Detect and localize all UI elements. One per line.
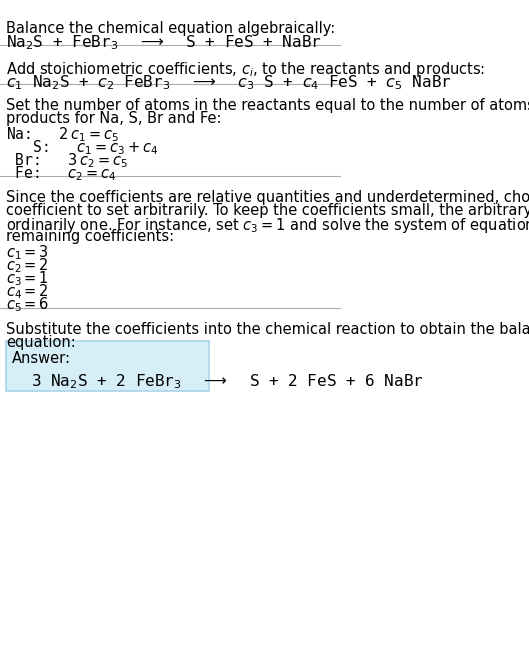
Text: remaining coefficients:: remaining coefficients:	[6, 229, 174, 244]
Text: $c_2 = 2$: $c_2 = 2$	[6, 256, 49, 275]
Text: Na:   $2\,c_1 = c_5$: Na: $2\,c_1 = c_5$	[6, 126, 119, 144]
Text: products for Na, S, Br and Fe:: products for Na, S, Br and Fe:	[6, 111, 222, 126]
Text: $c_4 = 2$: $c_4 = 2$	[6, 282, 49, 301]
Text: $c_5 = 6$: $c_5 = 6$	[6, 295, 50, 314]
Text: Add stoichiometric coefficients, $c_i$, to the reactants and products:: Add stoichiometric coefficients, $c_i$, …	[6, 60, 486, 78]
Text: $c_3 = 1$: $c_3 = 1$	[6, 269, 49, 288]
FancyBboxPatch shape	[6, 341, 209, 391]
Text: 3 Na$_2$S + 2 FeBr$_3$  $\longrightarrow$  S + 2 FeS + 6 NaBr: 3 Na$_2$S + 2 FeBr$_3$ $\longrightarrow$…	[31, 373, 424, 391]
Text: Balance the chemical equation algebraically:: Balance the chemical equation algebraica…	[6, 21, 335, 36]
Text: Br:   $3\,c_2 = c_5$: Br: $3\,c_2 = c_5$	[6, 151, 128, 170]
Text: Substitute the coefficients into the chemical reaction to obtain the balanced: Substitute the coefficients into the che…	[6, 322, 529, 337]
Text: $c_1 = 3$: $c_1 = 3$	[6, 243, 49, 262]
Text: $c_1$ Na$_2$S + $c_2$ FeBr$_3$  $\longrightarrow$  $c_3$ S + $c_4$ FeS + $c_5$ N: $c_1$ Na$_2$S + $c_2$ FeBr$_3$ $\longrig…	[6, 73, 452, 92]
Text: Na$_2$S + FeBr$_3$  $\longrightarrow$  S + FeS + NaBr: Na$_2$S + FeBr$_3$ $\longrightarrow$ S +…	[6, 34, 322, 52]
Text: Answer:: Answer:	[12, 351, 70, 366]
Text: equation:: equation:	[6, 335, 76, 350]
Text: Fe:   $c_2 = c_4$: Fe: $c_2 = c_4$	[6, 164, 117, 183]
Text: Set the number of atoms in the reactants equal to the number of atoms in the: Set the number of atoms in the reactants…	[6, 98, 529, 113]
Text: S:   $c_1 = c_3 + c_4$: S: $c_1 = c_3 + c_4$	[6, 138, 159, 157]
Text: Since the coefficients are relative quantities and underdetermined, choose a: Since the coefficients are relative quan…	[6, 190, 529, 205]
Text: ordinarily one. For instance, set $c_3 = 1$ and solve the system of equations fo: ordinarily one. For instance, set $c_3 =…	[6, 216, 529, 235]
Text: coefficient to set arbitrarily. To keep the coefficients small, the arbitrary va: coefficient to set arbitrarily. To keep …	[6, 203, 529, 218]
